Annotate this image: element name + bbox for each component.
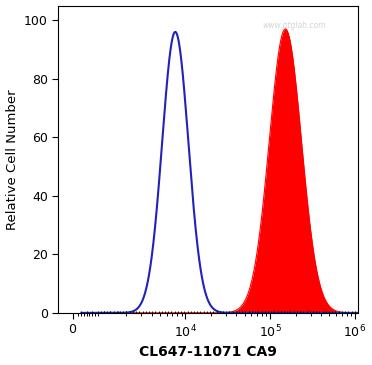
X-axis label: CL647-11071 CA9: CL647-11071 CA9 (140, 345, 277, 360)
Text: www.ptglab.com: www.ptglab.com (262, 21, 326, 30)
Y-axis label: Relative Cell Number: Relative Cell Number (6, 89, 19, 230)
